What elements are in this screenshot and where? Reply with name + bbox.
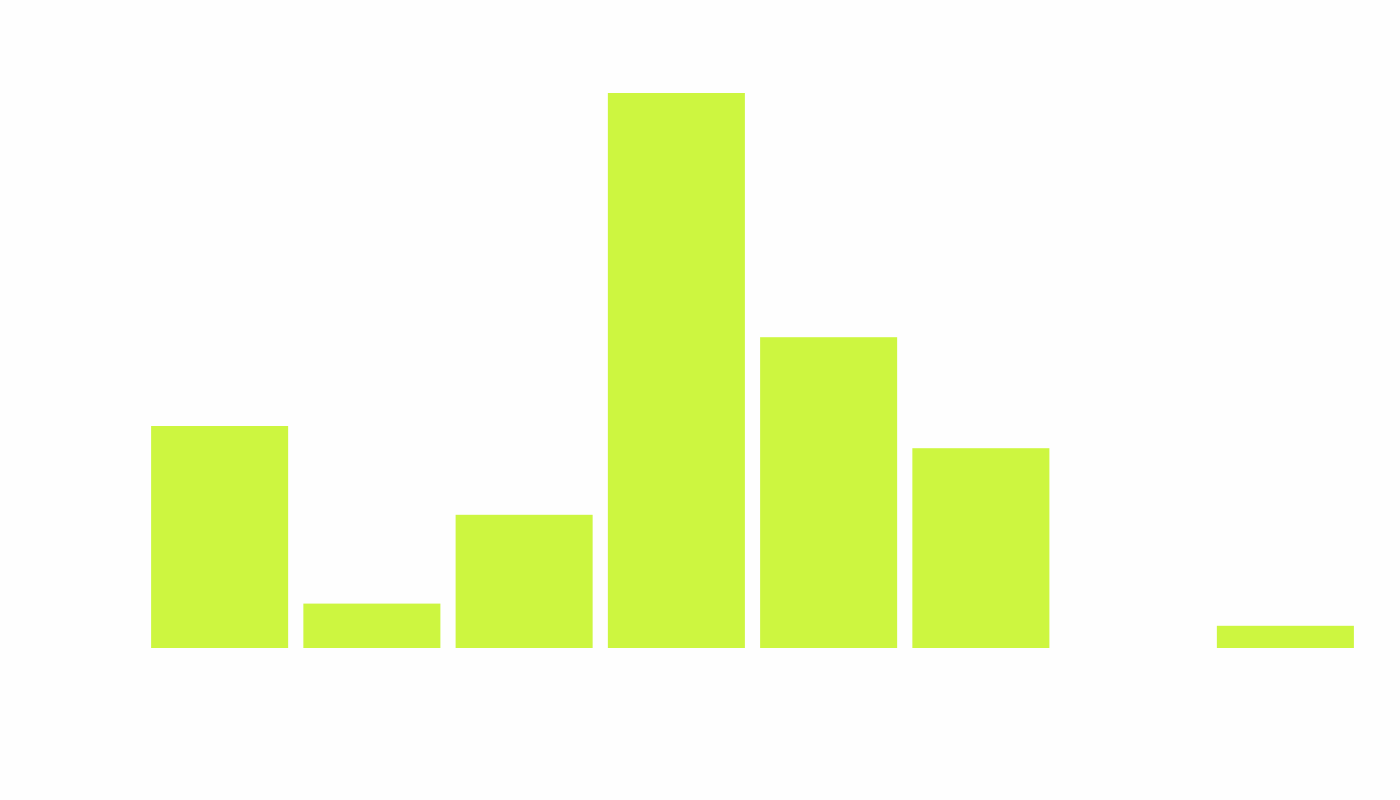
bar-1 — [151, 426, 289, 648]
bar-4 — [607, 93, 745, 648]
bar-6 — [912, 448, 1050, 648]
bar-8 — [1216, 625, 1354, 648]
bar-3 — [455, 514, 593, 648]
bars-group — [151, 93, 1354, 648]
bar-5 — [760, 337, 898, 648]
bar-2 — [303, 603, 441, 648]
